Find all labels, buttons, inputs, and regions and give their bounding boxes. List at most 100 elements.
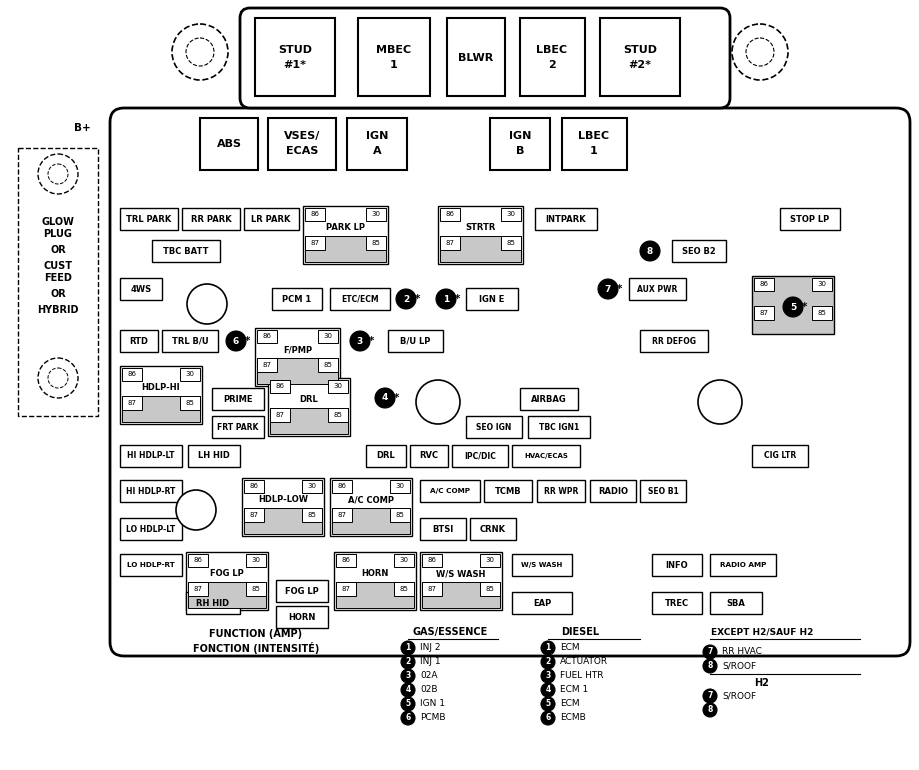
FancyBboxPatch shape bbox=[269, 408, 347, 434]
FancyBboxPatch shape bbox=[301, 508, 322, 522]
FancyBboxPatch shape bbox=[122, 396, 199, 422]
Text: HI HDLP-LT: HI HDLP-LT bbox=[127, 451, 175, 460]
Text: INJ 1: INJ 1 bbox=[420, 658, 440, 667]
Text: HORN: HORN bbox=[361, 570, 388, 578]
Text: 30: 30 bbox=[333, 383, 342, 390]
Text: IGN E: IGN E bbox=[479, 294, 505, 303]
FancyBboxPatch shape bbox=[483, 480, 531, 502]
Text: 5: 5 bbox=[545, 699, 550, 708]
FancyBboxPatch shape bbox=[240, 8, 729, 108]
FancyBboxPatch shape bbox=[255, 18, 335, 96]
Text: B/U LP: B/U LP bbox=[400, 336, 430, 346]
FancyBboxPatch shape bbox=[305, 236, 324, 250]
FancyBboxPatch shape bbox=[269, 408, 289, 422]
Text: PARK LP: PARK LP bbox=[325, 223, 365, 233]
FancyBboxPatch shape bbox=[187, 582, 208, 596]
Text: 1: 1 bbox=[442, 294, 448, 303]
Circle shape bbox=[702, 645, 716, 659]
Text: ECM: ECM bbox=[560, 644, 579, 652]
Text: 2: 2 bbox=[548, 60, 555, 70]
Text: GLOW: GLOW bbox=[41, 217, 74, 227]
Text: 86: 86 bbox=[275, 383, 284, 390]
FancyBboxPatch shape bbox=[186, 552, 267, 610]
FancyBboxPatch shape bbox=[199, 118, 257, 170]
Text: S/ROOF: S/ROOF bbox=[721, 661, 755, 671]
Text: DRL: DRL bbox=[300, 396, 318, 404]
Text: A: A bbox=[372, 146, 380, 156]
Text: FOG LP: FOG LP bbox=[210, 570, 244, 578]
FancyBboxPatch shape bbox=[652, 592, 701, 614]
FancyBboxPatch shape bbox=[110, 108, 909, 656]
Text: PCM 1: PCM 1 bbox=[282, 294, 312, 303]
FancyBboxPatch shape bbox=[305, 236, 386, 262]
Text: CRNK: CRNK bbox=[480, 524, 505, 534]
Text: HORN: HORN bbox=[288, 612, 315, 621]
Text: F/PMP: F/PMP bbox=[283, 346, 312, 354]
Text: 85: 85 bbox=[506, 240, 515, 246]
Text: AUX PWR: AUX PWR bbox=[636, 284, 676, 293]
Text: STOP LP: STOP LP bbox=[789, 215, 829, 223]
Text: 3: 3 bbox=[357, 336, 363, 346]
Text: 86: 86 bbox=[427, 557, 436, 564]
Text: *: * bbox=[414, 294, 420, 304]
Text: STUD: STUD bbox=[622, 45, 656, 55]
FancyBboxPatch shape bbox=[119, 480, 182, 502]
Text: 30: 30 bbox=[817, 282, 825, 287]
Circle shape bbox=[401, 697, 414, 711]
Circle shape bbox=[176, 490, 216, 530]
Text: 4: 4 bbox=[405, 685, 410, 695]
Text: INJ 2: INJ 2 bbox=[420, 644, 440, 652]
Text: AIRBAG: AIRBAG bbox=[530, 394, 566, 403]
Text: TBC IGN1: TBC IGN1 bbox=[539, 423, 578, 431]
FancyBboxPatch shape bbox=[422, 554, 441, 567]
Text: *: * bbox=[455, 294, 460, 304]
Text: 85: 85 bbox=[395, 512, 404, 518]
FancyBboxPatch shape bbox=[480, 554, 499, 567]
Text: 87: 87 bbox=[337, 512, 346, 518]
Text: DRL: DRL bbox=[376, 451, 395, 460]
Text: CIG LTR: CIG LTR bbox=[763, 451, 795, 460]
Text: RADIO AMP: RADIO AMP bbox=[719, 562, 766, 568]
FancyBboxPatch shape bbox=[330, 478, 412, 536]
Text: 3: 3 bbox=[405, 671, 410, 681]
FancyBboxPatch shape bbox=[501, 208, 520, 221]
Circle shape bbox=[349, 331, 369, 351]
Text: B+: B+ bbox=[74, 123, 90, 133]
Circle shape bbox=[540, 641, 554, 655]
Circle shape bbox=[401, 641, 414, 655]
FancyBboxPatch shape bbox=[119, 554, 182, 576]
Text: 86: 86 bbox=[759, 282, 767, 287]
FancyBboxPatch shape bbox=[244, 508, 322, 534]
Circle shape bbox=[415, 380, 460, 424]
FancyBboxPatch shape bbox=[640, 480, 686, 502]
Text: 6: 6 bbox=[233, 336, 239, 346]
FancyBboxPatch shape bbox=[357, 18, 429, 96]
FancyBboxPatch shape bbox=[652, 554, 701, 576]
FancyBboxPatch shape bbox=[811, 278, 831, 291]
Text: OR: OR bbox=[50, 289, 66, 299]
Circle shape bbox=[401, 655, 414, 669]
Text: 2: 2 bbox=[545, 658, 550, 667]
Text: 8: 8 bbox=[707, 661, 712, 671]
Circle shape bbox=[401, 683, 414, 697]
Text: FRT PARK: FRT PARK bbox=[217, 423, 258, 431]
FancyBboxPatch shape bbox=[535, 208, 596, 230]
FancyBboxPatch shape bbox=[330, 288, 390, 310]
FancyBboxPatch shape bbox=[245, 554, 266, 567]
Text: FUEL HTR: FUEL HTR bbox=[560, 671, 603, 681]
Circle shape bbox=[597, 279, 618, 299]
FancyBboxPatch shape bbox=[470, 518, 516, 540]
FancyBboxPatch shape bbox=[245, 582, 266, 596]
Text: EAP: EAP bbox=[532, 598, 550, 608]
FancyBboxPatch shape bbox=[162, 330, 218, 352]
Text: 85: 85 bbox=[485, 586, 494, 592]
Circle shape bbox=[401, 669, 414, 683]
Text: 30: 30 bbox=[506, 212, 515, 217]
FancyBboxPatch shape bbox=[366, 445, 405, 467]
FancyBboxPatch shape bbox=[180, 396, 199, 410]
Text: TRL B/U: TRL B/U bbox=[172, 336, 208, 346]
Text: 30: 30 bbox=[323, 333, 332, 340]
FancyBboxPatch shape bbox=[439, 236, 460, 250]
Text: PLUG: PLUG bbox=[43, 229, 73, 239]
FancyBboxPatch shape bbox=[439, 208, 460, 221]
